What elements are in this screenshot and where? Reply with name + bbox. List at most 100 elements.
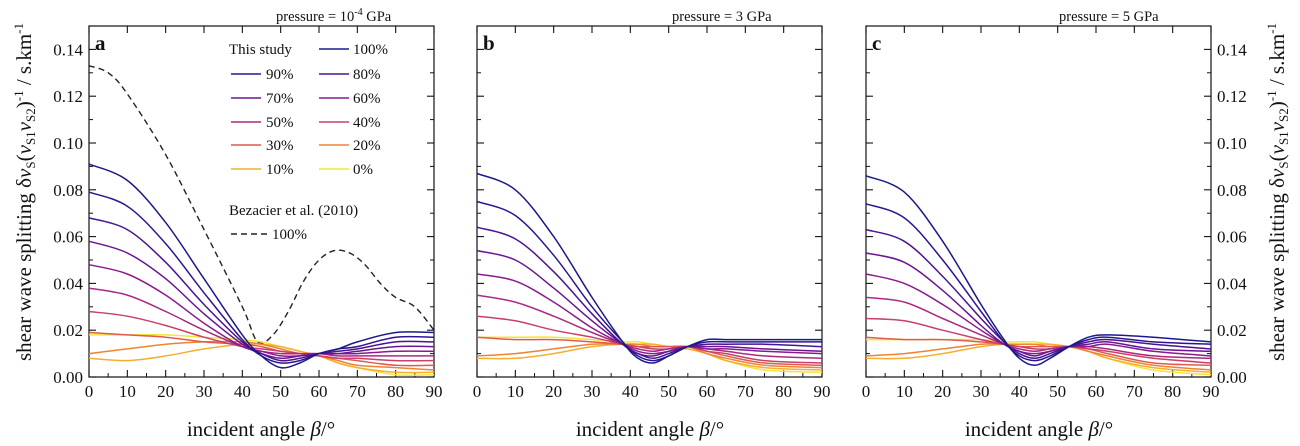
series-line: [476, 226, 823, 360]
series-line: [865, 343, 1212, 371]
x-tick-label: 30: [196, 382, 213, 401]
y-tick-label: 0.14: [1217, 40, 1247, 59]
x-tick-label: 40: [622, 382, 639, 401]
x-tick-label: 80: [775, 382, 792, 401]
x-tick-label: 50: [660, 382, 677, 401]
panel-c-lines: [865, 175, 1212, 376]
panel-a-frame: [88, 25, 435, 378]
series-line: [88, 343, 435, 374]
y-tick-label: 0.02: [53, 321, 83, 340]
x-tick-label: 0: [473, 382, 482, 401]
legend-label-100: 100%: [353, 42, 388, 58]
legend: This study 100% 90% 80% 70% 60% 50% 40% …: [229, 42, 388, 243]
series-line: [476, 273, 823, 355]
x-tick-label: 30: [973, 382, 990, 401]
x-tick-label: 70: [349, 382, 366, 401]
y-tick-label: 0.06: [53, 228, 83, 247]
panel-a-title: pressure = 10-4 GPa: [276, 7, 392, 25]
x-tick-label: 20: [157, 382, 174, 401]
panel-b-x-label: incident angle β/°: [576, 417, 724, 441]
x-tick-label: 0: [85, 382, 94, 401]
y-tick-label: 0.12: [53, 87, 83, 106]
y-tick-label: 0.00: [53, 368, 83, 387]
x-tick-label: 60: [699, 382, 716, 401]
panel-a-letter: a: [95, 31, 106, 55]
series-line: [865, 203, 1212, 362]
y-tick-label: 0.08: [53, 181, 83, 200]
series-line: [865, 336, 1212, 367]
series-line: [88, 310, 435, 362]
x-tick-label: 20: [934, 382, 951, 401]
legend-label-90: 90%: [266, 67, 294, 83]
x-tick-label: 10: [896, 382, 913, 401]
series-line: [476, 200, 822, 362]
series-line: [865, 228, 1212, 360]
y-tick-label: 0.00: [1217, 368, 1247, 387]
x-tick-label: 50: [272, 382, 289, 401]
panel-a-lines: [88, 65, 435, 376]
series-line: [865, 317, 1212, 364]
series-line: [865, 273, 1212, 357]
legend-label-70: 70%: [266, 91, 294, 107]
y-tick-label: 0.06: [1217, 228, 1247, 247]
x-tick-label: 0: [862, 382, 871, 401]
panel-b-ticks: 0 10 20 30 40 50 60 70 80 90: [473, 26, 831, 401]
series-line: [88, 287, 434, 357]
panel-b-letter: b: [483, 31, 495, 55]
x-tick-label: 90: [814, 382, 831, 401]
y-tick-label: 0.04: [53, 274, 83, 293]
panel-c: pressure = 5 GPa 0 10 20 30 40 50 60 70 80 900.00…: [862, 9, 1248, 441]
series-line: [476, 249, 823, 357]
panel-b: pressure = 3 GPa 0 10 20 30 40 50 60 70 80 90 b i…: [473, 9, 831, 441]
series-line: [476, 315, 823, 364]
x-tick-label: 60: [311, 382, 328, 401]
x-tick-label: 10: [507, 382, 524, 401]
x-tick-label: 30: [584, 382, 601, 401]
panel-c-letter: c: [872, 31, 881, 55]
panel-a: pressure = 10-4 GPa 0 10 20 30 40 50 60 70 80 900…: [53, 7, 442, 441]
x-tick-label: 90: [1203, 382, 1220, 401]
series-line: [88, 240, 435, 360]
series-line: [88, 340, 435, 371]
x-tick-label: 70: [1126, 382, 1143, 401]
x-tick-label: 80: [387, 382, 404, 401]
series-line: [476, 172, 822, 364]
series-line: [476, 294, 823, 360]
legend-label-10: 10%: [266, 162, 294, 178]
y-tick-label: 0.10: [1217, 134, 1247, 153]
series-line: [476, 343, 823, 371]
y-tick-label: 0.12: [1217, 87, 1247, 106]
panel-c-title: pressure = 5 GPa: [1059, 9, 1159, 25]
legend-header: This study: [229, 42, 292, 58]
legend-label-60: 60%: [353, 91, 381, 107]
legend-label-30: 30%: [266, 138, 294, 154]
series-line: [865, 175, 1212, 367]
legend-label-40: 40%: [353, 115, 381, 131]
y-tick-label: 0.04: [1217, 274, 1247, 293]
x-tick-label: 90: [426, 382, 443, 401]
series-line: [476, 336, 823, 367]
panel-b-lines: [476, 172, 823, 374]
panel-b-title: pressure = 3 GPa: [672, 9, 772, 25]
legend-label-0: 0%: [353, 162, 373, 178]
y-tick-label: 0.08: [1217, 181, 1247, 200]
panel-a-ticks: 0 10 20 30 40 50 60 70 80 90 0.00 0.02 0.04 0.06 0.08 0…: [53, 26, 443, 401]
series-line: [88, 217, 435, 362]
x-tick-label: 20: [545, 382, 562, 401]
legend-label-reference: 100%: [272, 227, 307, 243]
legend-label-80: 80%: [353, 67, 381, 83]
y-tick-label: 0.14: [53, 40, 83, 59]
x-tick-label: 40: [234, 382, 251, 401]
x-tick-label: 40: [1011, 382, 1028, 401]
series-line: [88, 191, 435, 364]
series-line: [88, 163, 435, 369]
series-line: [865, 296, 1212, 360]
legend-label-20: 20%: [353, 138, 381, 154]
panel-a-x-label: incident angle β/°: [187, 417, 335, 441]
series-line: [865, 252, 1212, 357]
x-tick-label: 80: [1164, 382, 1181, 401]
x-tick-label: 60: [1088, 382, 1105, 401]
y-tick-label: 0.10: [53, 134, 83, 153]
series-line: [88, 263, 435, 358]
